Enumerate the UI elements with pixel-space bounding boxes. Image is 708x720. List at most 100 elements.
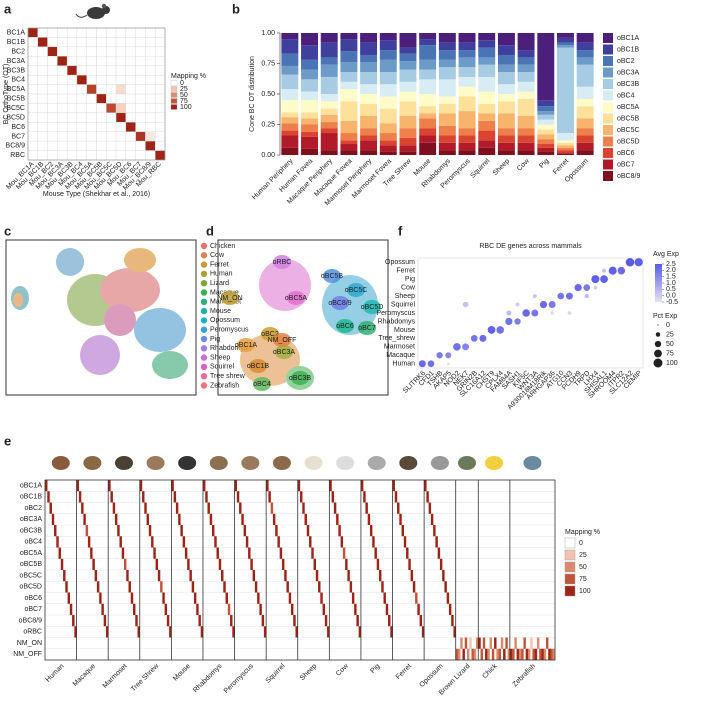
heatmap-cell [135, 74, 146, 85]
bar-segment [497, 84, 515, 94]
row-label: oBC8/9 [19, 617, 42, 624]
dot [574, 283, 582, 292]
bar-segment [458, 142, 476, 151]
heatmap-cell [86, 140, 97, 151]
heatmap-cell [125, 140, 136, 151]
heatmap-cell [300, 491, 303, 503]
bar-segment [497, 45, 515, 55]
heatmap-cell [83, 513, 86, 525]
bar-segment [301, 59, 318, 70]
bar-segment [399, 101, 417, 116]
bar-segment [340, 140, 358, 145]
cluster-blob [249, 359, 267, 373]
legend-swatch [564, 573, 576, 585]
cluster-blob [253, 377, 271, 391]
legend-swatch [603, 67, 613, 78]
dot [462, 343, 470, 351]
heatmap-cell [86, 112, 97, 123]
y-tick-label: 0.00 [261, 152, 275, 159]
heatmap-cell [135, 112, 146, 123]
dot [565, 292, 573, 300]
heatmap-cell [45, 480, 48, 492]
heatmap-cell [476, 637, 479, 649]
legend-label: Cow [210, 252, 225, 259]
bar-segment [360, 128, 378, 136]
heatmap-cell [137, 626, 140, 638]
heatmap-cell [448, 603, 452, 615]
bar-segment [301, 136, 318, 149]
heatmap-cell [548, 648, 551, 660]
bar-segment [458, 76, 476, 87]
bar-segment [537, 129, 555, 135]
heatmap-cell [47, 27, 58, 38]
bar-segment [281, 117, 299, 124]
heatmap-cell [96, 27, 107, 38]
row-label: oBC3B [20, 527, 43, 534]
species-icon [83, 456, 102, 470]
heatmap-cell [216, 547, 219, 559]
dot [470, 335, 478, 342]
legend-swatch [170, 80, 178, 86]
bar-segment [399, 151, 417, 155]
heatmap-cell [487, 648, 490, 660]
heatmap-cell [333, 502, 337, 514]
heatmap-cell [196, 603, 199, 615]
row-label: oBC5D [19, 584, 42, 591]
heatmap-cell [125, 37, 136, 48]
heatmap-cell [37, 150, 48, 161]
heatmap-cell [415, 592, 418, 604]
row-label: BC3B [7, 67, 26, 74]
row-label: oBC5C [19, 572, 42, 579]
heatmap-cell [417, 603, 420, 615]
heatmap-cell [514, 637, 517, 649]
heatmap-cell [166, 615, 170, 627]
heatmap-cell [460, 637, 463, 649]
heatmap-cell [135, 103, 146, 114]
row-label: BC7 [11, 133, 25, 140]
legend-marker [200, 363, 208, 371]
bar-segment [379, 123, 397, 134]
legend-label: Tree shrew [210, 373, 246, 380]
dot [418, 360, 426, 368]
dot [550, 311, 554, 315]
heatmap-cell [439, 558, 443, 570]
heatmap-cell [115, 103, 127, 114]
bar-segment [379, 84, 397, 97]
bar-segment [458, 111, 476, 129]
cluster-blob [291, 371, 309, 385]
heatmap-cell [421, 626, 425, 638]
heatmap-cell [106, 140, 117, 151]
heatmap-cell [275, 525, 278, 537]
heatmap-cell [47, 93, 58, 104]
heatmap-cell [523, 637, 526, 649]
heatmap-cell [57, 65, 68, 76]
heatmap-cell [57, 112, 68, 123]
species-icon [457, 456, 476, 470]
heatmap-cell [320, 592, 323, 604]
legend-swatch [603, 125, 613, 135]
bar-segment [517, 150, 535, 155]
bar-segment [320, 114, 338, 123]
cluster-blob [273, 255, 291, 269]
heatmap-cell [509, 648, 513, 660]
bar-segment [399, 137, 417, 146]
bar-segment [281, 39, 299, 54]
heatmap-cell [106, 56, 117, 66]
heatmap-cell [435, 536, 438, 548]
row-label: BC8/9 [6, 143, 26, 150]
heatmap-cell [66, 65, 78, 76]
species-icon [399, 456, 418, 470]
heatmap-cell [184, 547, 188, 559]
heatmap-cell [207, 502, 210, 514]
heatmap-cell [288, 592, 292, 604]
bar-segment [537, 139, 555, 145]
heatmap-cell [284, 570, 287, 582]
legend-dot [653, 358, 663, 368]
bar-segment [557, 37, 574, 43]
panel-label: a [4, 1, 12, 16]
heatmap-cell [115, 56, 127, 66]
heatmap-cell [462, 648, 465, 660]
species-icon [114, 456, 133, 470]
legend-label: Mouse [210, 308, 231, 315]
heatmap-cell [302, 502, 305, 514]
